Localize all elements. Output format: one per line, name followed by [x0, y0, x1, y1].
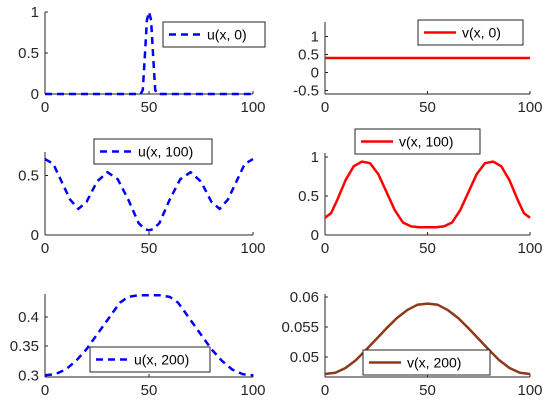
- y-tick-label: 0: [311, 227, 319, 244]
- x-tick-label: 100: [240, 382, 265, 399]
- x-tick-label: 100: [517, 240, 542, 257]
- legend: v(x, 200): [362, 349, 491, 376]
- x-tick-label: 50: [419, 99, 436, 116]
- subplot-1: 0 0.5 1 0 50 100 u(x, 0): [18, 4, 265, 116]
- x-tick-label: 0: [321, 240, 329, 257]
- y-tick-label: 0: [311, 64, 319, 81]
- series-line: [44, 293, 254, 377]
- legend-label: u(x, 0): [207, 27, 247, 43]
- legend: v(x, 100): [354, 128, 481, 155]
- x-tick-label: 100: [517, 382, 542, 399]
- series-line: [45, 10, 253, 96]
- y-tick-label: 0: [31, 227, 39, 244]
- series-line: [324, 302, 531, 376]
- legend-box: [162, 21, 266, 48]
- y-tick-label: -0.5: [293, 82, 319, 99]
- y-tick-label: 0.5: [18, 168, 39, 185]
- y-tick-label: 0.06: [290, 289, 319, 306]
- x-tick-label: 50: [419, 240, 436, 257]
- series-line: [324, 160, 531, 229]
- y-tick-label: 0.055: [281, 319, 319, 336]
- subplot-6: 0.05 0.055 0.06 0 50 100 v(x, 200): [281, 289, 542, 399]
- x-tick-label: 50: [141, 99, 158, 116]
- legend-label: v(x, 200): [407, 355, 461, 371]
- legend-label: u(x, 100): [138, 144, 193, 160]
- legend-label: u(x, 200): [134, 352, 189, 368]
- x-tick-label: 100: [240, 99, 265, 116]
- y-tick-label: 0: [31, 86, 39, 103]
- x-tick-label: 50: [419, 382, 436, 399]
- series-line: [44, 158, 254, 232]
- y-tick-label: 0.5: [298, 46, 319, 63]
- y-tick-label: 0.5: [18, 45, 39, 62]
- y-tick-label: 0.35: [10, 338, 39, 355]
- y-tick-label: 0.4: [18, 309, 39, 326]
- y-tick-label: 1: [311, 28, 319, 45]
- x-tick-label: 50: [141, 382, 158, 399]
- subplot-5: 0.3 0.35 0.4 0 50 100 u(x, 200): [10, 293, 266, 399]
- x-tick-label: 50: [141, 240, 158, 257]
- x-tick-label: 0: [41, 99, 49, 116]
- legend-label: v(x, 100): [399, 134, 453, 150]
- x-tick-label: 0: [321, 99, 329, 116]
- legend: u(x, 100): [93, 138, 213, 165]
- legend: u(x, 200): [89, 346, 211, 373]
- y-tick-label: 0.3: [18, 367, 39, 384]
- y-tick-label: 1: [31, 4, 39, 21]
- x-tick-label: 0: [41, 382, 49, 399]
- x-tick-label: 100: [517, 99, 542, 116]
- legend: v(x, 0): [417, 19, 524, 46]
- x-tick-label: 0: [321, 382, 329, 399]
- y-tick-label: 1: [311, 149, 319, 166]
- legend-label: v(x, 0): [462, 25, 501, 41]
- x-tick-label: 0: [41, 240, 49, 257]
- legend: u(x, 0): [162, 21, 266, 48]
- subplot-3: 0 0.5 0 50 100 u(x, 100): [18, 138, 266, 257]
- x-tick-label: 100: [240, 240, 265, 257]
- y-tick-label: 0.05: [290, 349, 319, 366]
- y-tick-label: 0.5: [298, 188, 319, 205]
- subplot-4: 0 0.5 1 0 50 100 v(x, 100): [298, 128, 543, 257]
